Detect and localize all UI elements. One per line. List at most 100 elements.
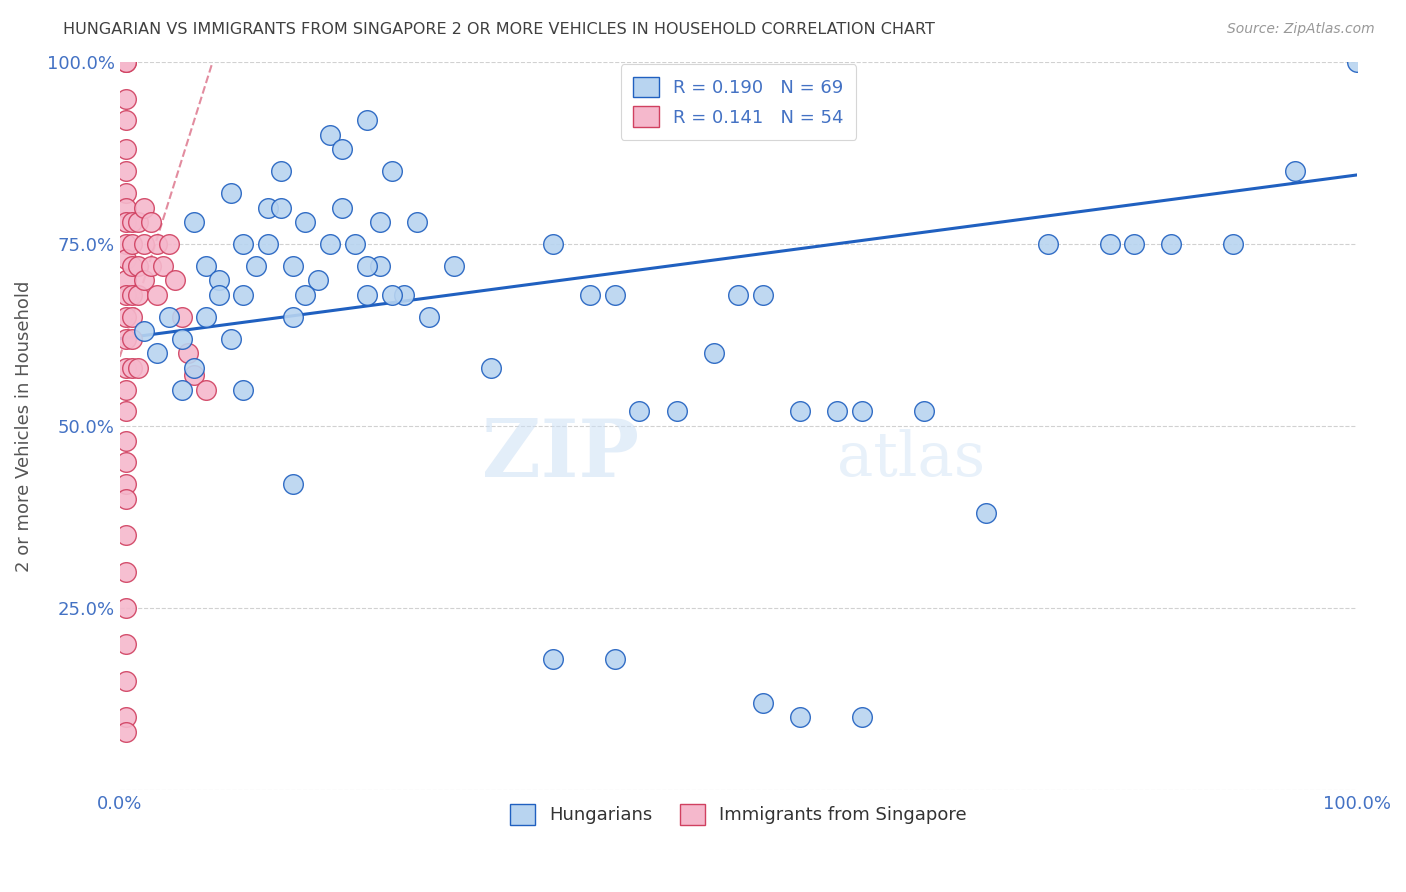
Point: [827, 404, 849, 418]
Point: [195, 383, 218, 397]
Point: [134, 201, 156, 215]
Point: [134, 325, 156, 339]
Point: [115, 201, 138, 215]
Point: [1160, 237, 1182, 252]
Point: [165, 273, 187, 287]
Point: [152, 259, 174, 273]
Point: [183, 368, 205, 382]
Point: [232, 237, 254, 252]
Point: [368, 215, 391, 229]
Point: [115, 404, 138, 418]
Point: [121, 310, 143, 324]
Point: [115, 673, 138, 688]
Point: [115, 55, 138, 70]
Point: [134, 273, 156, 287]
Point: [115, 215, 138, 229]
Point: [170, 332, 193, 346]
Point: [479, 360, 502, 375]
Point: [381, 288, 404, 302]
Point: [115, 710, 138, 724]
Point: [579, 288, 602, 302]
Point: [1123, 237, 1146, 252]
Point: [121, 259, 143, 273]
Point: [319, 128, 342, 142]
Point: [603, 652, 626, 666]
Point: [127, 259, 149, 273]
Point: [1346, 55, 1368, 70]
Point: [115, 360, 138, 375]
Point: [208, 288, 231, 302]
Point: [170, 310, 193, 324]
Point: [115, 113, 138, 128]
Point: [294, 215, 316, 229]
Point: [121, 237, 143, 252]
Point: [139, 259, 162, 273]
Point: [115, 273, 138, 287]
Legend: Hungarians, Immigrants from Singapore: Hungarians, Immigrants from Singapore: [499, 793, 979, 836]
Point: [127, 288, 149, 302]
Point: [394, 288, 416, 302]
Point: [232, 288, 254, 302]
Point: [541, 237, 564, 252]
Point: [270, 164, 292, 178]
Point: [381, 164, 404, 178]
Point: [115, 55, 138, 70]
Point: [232, 383, 254, 397]
Point: [115, 143, 138, 157]
Point: [121, 332, 143, 346]
Text: atlas: atlas: [838, 429, 986, 489]
Point: [281, 259, 304, 273]
Point: [157, 310, 180, 324]
Point: [974, 507, 997, 521]
Point: [789, 404, 811, 418]
Point: [115, 252, 138, 266]
Point: [270, 201, 292, 215]
Point: [127, 215, 149, 229]
Point: [115, 310, 138, 324]
Point: [281, 477, 304, 491]
Text: Source: ZipAtlas.com: Source: ZipAtlas.com: [1227, 22, 1375, 37]
Point: [115, 565, 138, 579]
Point: [343, 237, 366, 252]
Point: [115, 332, 138, 346]
Point: [332, 143, 354, 157]
Point: [405, 215, 427, 229]
Point: [443, 259, 465, 273]
Point: [356, 259, 378, 273]
Point: [257, 201, 280, 215]
Point: [195, 310, 218, 324]
Point: [115, 237, 138, 252]
Point: [752, 696, 775, 710]
Text: HUNGARIAN VS IMMIGRANTS FROM SINGAPORE 2 OR MORE VEHICLES IN HOUSEHOLD CORRELATI: HUNGARIAN VS IMMIGRANTS FROM SINGAPORE 2…: [63, 22, 935, 37]
Point: [115, 383, 138, 397]
Point: [121, 215, 143, 229]
Point: [851, 710, 873, 724]
Point: [912, 404, 935, 418]
Point: [851, 404, 873, 418]
Point: [1284, 164, 1306, 178]
Point: [183, 215, 205, 229]
Point: [727, 288, 749, 302]
Point: [115, 288, 138, 302]
Point: [1098, 237, 1121, 252]
Point: [257, 237, 280, 252]
Point: [1222, 237, 1244, 252]
Point: [115, 491, 138, 506]
Point: [121, 360, 143, 375]
Point: [146, 288, 169, 302]
Point: [208, 273, 231, 287]
Point: [294, 288, 316, 302]
Point: [170, 383, 193, 397]
Point: [245, 259, 267, 273]
Point: [183, 360, 205, 375]
Point: [115, 601, 138, 615]
Point: [665, 404, 688, 418]
Point: [603, 288, 626, 302]
Point: [319, 237, 342, 252]
Point: [307, 273, 329, 287]
Point: [115, 434, 138, 448]
Point: [332, 201, 354, 215]
Point: [115, 724, 138, 739]
Point: [789, 710, 811, 724]
Point: [219, 186, 242, 201]
